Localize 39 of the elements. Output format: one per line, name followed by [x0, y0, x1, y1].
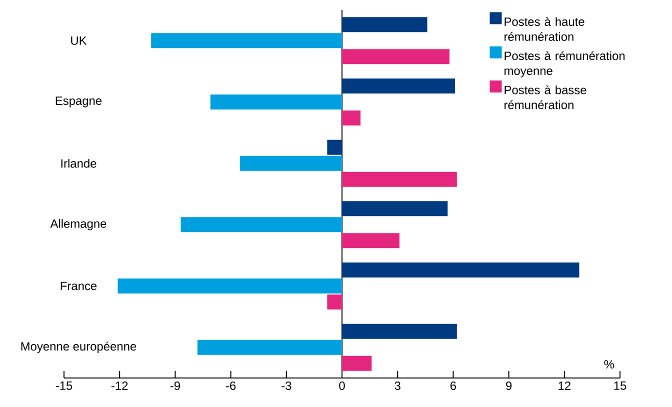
bar — [327, 294, 342, 310]
x-tick-label: 9 — [506, 382, 512, 390]
x-tick-label: 15 — [614, 382, 626, 390]
bar — [342, 49, 450, 64]
x-tick-label: -9 — [170, 382, 180, 390]
bar — [197, 340, 342, 355]
bar — [151, 33, 342, 48]
x-tick-label: 12 — [558, 382, 570, 390]
y-tick-label: UK — [71, 36, 87, 45]
y-tick-label: Allemagne — [50, 219, 106, 230]
legend-label: Postes à basse rémunération — [504, 85, 586, 110]
bar — [327, 140, 342, 155]
legend-label: Postes à rémunération moyenne — [504, 51, 625, 78]
bar — [342, 233, 400, 248]
bar — [118, 278, 342, 294]
x-tick-label: 0 — [339, 382, 345, 390]
bar — [180, 217, 342, 232]
y-tick-label: Irlande — [61, 158, 96, 168]
y-tick-label: Espagne — [56, 96, 102, 108]
bar — [342, 201, 448, 216]
x-tick-label: -12 — [111, 382, 128, 390]
y-tick-label: France — [60, 282, 97, 290]
x-tick-label: -15 — [56, 382, 72, 390]
x-tick-label: 6 — [450, 382, 456, 390]
bar — [342, 356, 372, 371]
bar — [342, 110, 361, 126]
y-tick-label: Moyenne européenne — [21, 342, 136, 353]
bar — [342, 17, 428, 32]
bar — [342, 324, 457, 339]
bar — [342, 78, 456, 94]
x-axis-title: % — [604, 360, 614, 368]
bar — [342, 262, 580, 278]
bar — [210, 94, 342, 110]
bar — [240, 156, 342, 171]
x-tick-label: -6 — [226, 382, 236, 390]
x-tick-label: 3 — [394, 382, 400, 390]
legend-label: Postes à haute rémunération — [504, 17, 584, 41]
x-tick-label: -3 — [282, 382, 292, 390]
bar — [342, 172, 457, 187]
